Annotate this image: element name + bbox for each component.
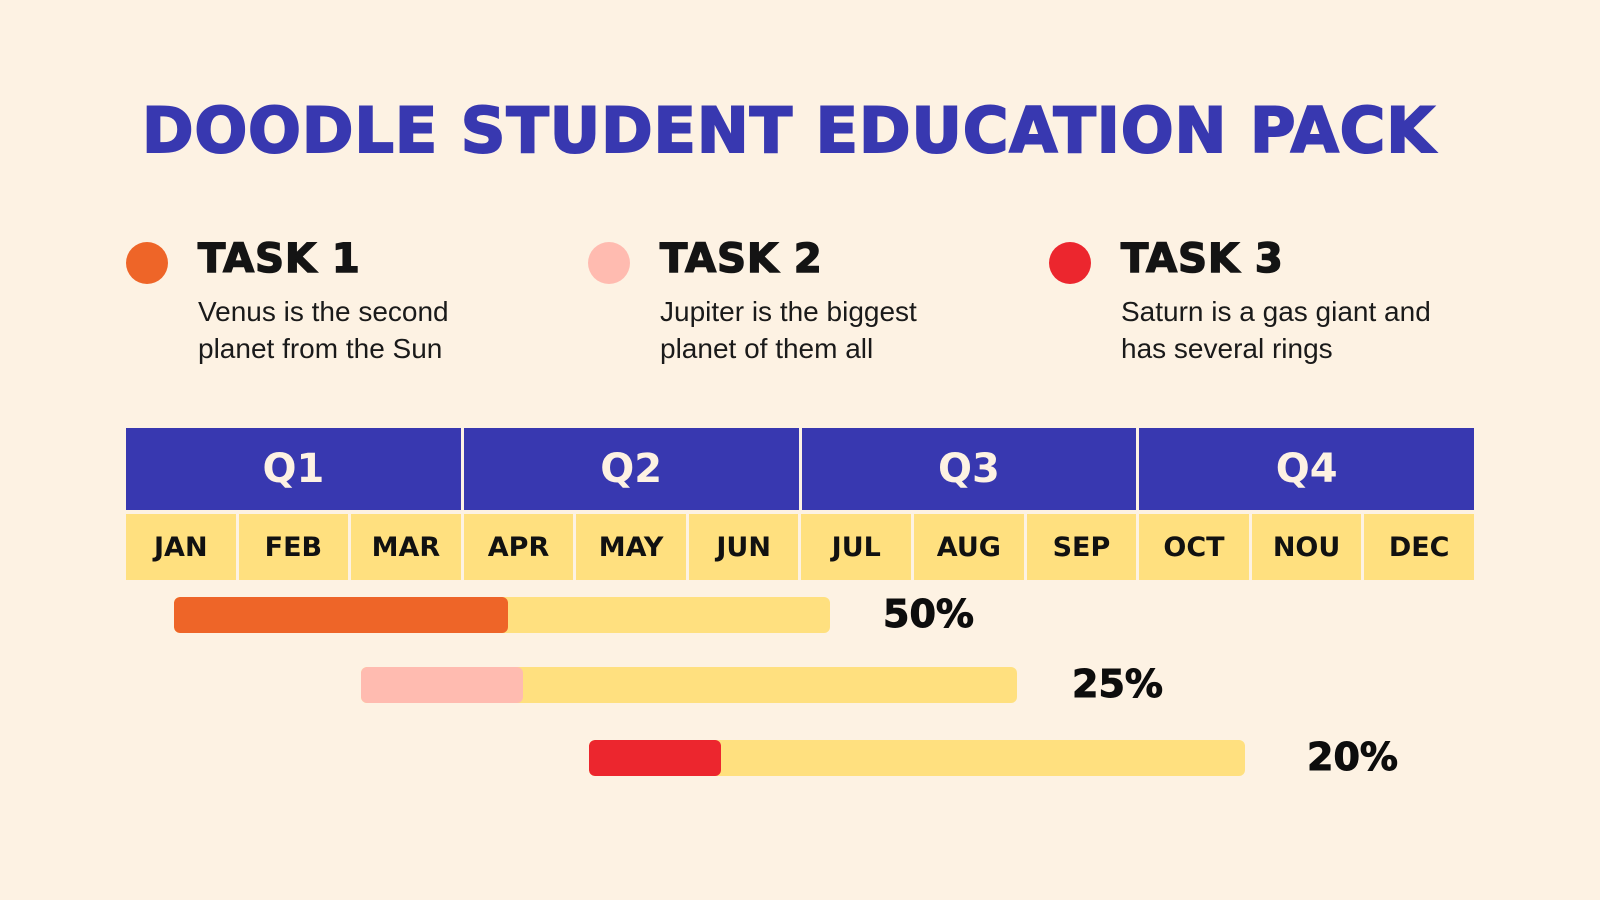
task-1-progress-track — [174, 597, 830, 633]
month-jan: JAN — [126, 514, 236, 580]
task-2-description: Jupiter is the biggest planet of them al… — [660, 296, 917, 364]
month-header-row: JAN FEB MAR APR MAY JUN JUL AUG SEP OCT … — [126, 514, 1474, 580]
task-1-progress-label: 50% — [883, 592, 975, 637]
task-3-progress-label: 20% — [1307, 735, 1399, 780]
month-may: MAY — [576, 514, 686, 580]
quarter-q2: Q2 — [463, 428, 799, 510]
task-3-description: Saturn is a gas giant and has several ri… — [1121, 296, 1431, 364]
task-1-name: TASK 1 — [197, 235, 361, 283]
task-1-dot-icon — [126, 242, 168, 284]
task-2-progress-label: 25% — [1072, 662, 1164, 707]
task-2-progress-track — [361, 667, 1017, 703]
quarter-q3: Q3 — [801, 428, 1137, 510]
month-feb: FEB — [238, 514, 349, 580]
month-apr: APR — [463, 514, 574, 580]
month-dec: DEC — [1364, 514, 1474, 580]
month-nov: NOU — [1251, 514, 1362, 580]
month-sep: SEP — [1026, 514, 1137, 580]
task-3-progress-fill — [589, 740, 721, 776]
quarter-q4: Q4 — [1139, 428, 1474, 510]
month-jun: JUN — [688, 514, 799, 580]
task-2-progress-fill — [361, 667, 523, 703]
task-3-name: TASK 3 — [1120, 235, 1284, 283]
quarter-header-row: Q1 Q2 Q3 Q4 — [126, 428, 1474, 510]
task-2-dot-icon — [588, 242, 630, 284]
task-1-description: Venus is the second planet from the Sun — [198, 296, 449, 364]
task-3-progress-track — [589, 740, 1245, 776]
task-3-dot-icon — [1049, 242, 1091, 284]
month-jul: JUL — [801, 514, 912, 580]
task-2-name: TASK 2 — [659, 235, 823, 283]
month-oct: OCT — [1139, 514, 1249, 580]
task-1-progress-fill — [174, 597, 508, 633]
month-mar: MAR — [351, 514, 461, 580]
quarter-q1: Q1 — [126, 428, 461, 510]
page-title: DOODLE STUDENT EDUCATION PACK — [141, 93, 1436, 168]
month-aug: AUG — [914, 514, 1024, 580]
